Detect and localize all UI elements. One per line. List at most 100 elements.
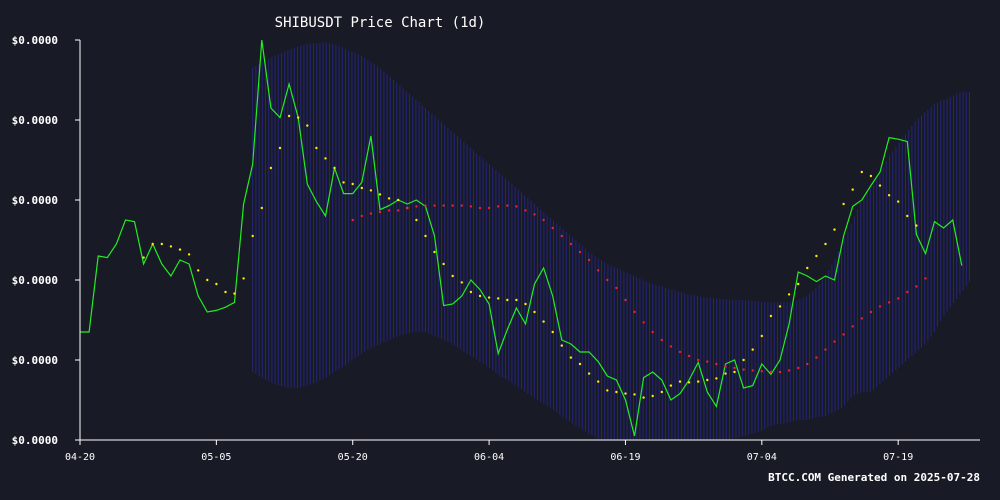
short-ma-point [378, 193, 382, 196]
long-ma-point [878, 305, 882, 308]
x-tick-label: 04-20 [65, 452, 95, 463]
short-ma-point [660, 390, 663, 394]
short-ma-point [760, 334, 763, 338]
long-ma-point [697, 358, 700, 362]
short-ma-point [251, 234, 254, 238]
long-ma-point [769, 370, 773, 374]
long-ma-point [669, 345, 673, 348]
short-moving-average [142, 114, 918, 399]
short-ma-point [169, 245, 173, 248]
x-axis-ticks: 04-20 05-05 05-20 06-04 06-19 07-04 07-19 [65, 440, 913, 463]
long-ma-point [815, 356, 818, 359]
short-ma-point [487, 296, 491, 299]
short-ma-point [397, 198, 400, 202]
long-ma-point [851, 325, 854, 328]
short-ma-point [206, 278, 209, 282]
short-ma-point [769, 314, 773, 318]
long-ma-point [506, 204, 509, 207]
short-ma-point [851, 188, 854, 191]
long-ma-point [542, 218, 545, 222]
short-ma-point [697, 380, 700, 383]
long-ma-point [778, 370, 782, 374]
long-ma-point [397, 209, 400, 212]
short-ma-point [560, 344, 563, 347]
long-ma-point [387, 209, 391, 212]
short-ma-point [342, 181, 345, 184]
short-ma-point [387, 197, 391, 200]
y-tick-label: $0.0000 [12, 354, 58, 367]
short-ma-point [215, 282, 218, 286]
chart-title: SHIBUSDT Price Chart (1d) [275, 15, 486, 31]
short-ma-point [369, 189, 373, 192]
long-ma-point [551, 226, 554, 230]
long-ma-point [806, 362, 809, 366]
volatility-band [252, 42, 970, 440]
short-ma-point [797, 282, 800, 286]
long-ma-point [478, 206, 482, 210]
short-ma-point [860, 170, 863, 174]
long-ma-point [797, 366, 800, 370]
short-ma-point [515, 298, 518, 302]
short-ma-point [687, 381, 691, 384]
long-ma-point [533, 213, 536, 216]
long-ma-point [751, 369, 754, 372]
long-ma-point [787, 369, 791, 372]
short-ma-point [597, 380, 600, 383]
long-ma-point [915, 285, 918, 288]
short-ma-point [778, 305, 782, 308]
long-ma-point [597, 269, 600, 272]
long-ma-point [487, 206, 491, 210]
short-ma-point [306, 124, 309, 127]
y-tick-label: $0.0000 [12, 34, 58, 47]
long-ma-point [715, 362, 718, 366]
short-ma-point [715, 377, 718, 380]
short-ma-point [360, 186, 363, 190]
short-ma-point [424, 234, 427, 238]
long-ma-point [369, 212, 373, 215]
short-ma-point [733, 370, 736, 374]
short-ma-point [569, 356, 573, 359]
short-ma-point [333, 166, 336, 170]
long-ma-point [760, 370, 763, 373]
long-ma-point [569, 242, 573, 246]
x-tick-label: 07-04 [747, 452, 777, 463]
long-ma-point [433, 204, 436, 207]
short-ma-point [478, 294, 482, 298]
long-ma-point [451, 204, 454, 207]
long-ma-point [842, 333, 845, 336]
short-ma-point [351, 182, 354, 186]
short-ma-point [242, 277, 245, 280]
short-ma-point [260, 206, 263, 210]
short-ma-point [460, 281, 463, 284]
short-ma-point [815, 254, 818, 258]
long-ma-point [515, 205, 518, 208]
short-ma-point [524, 302, 527, 306]
short-ma-point [633, 393, 636, 396]
short-ma-point [669, 384, 673, 387]
short-ma-point [724, 372, 727, 375]
y-tick-label: $0.0000 [12, 434, 58, 447]
short-ma-point [287, 114, 291, 118]
short-ma-point [233, 292, 236, 295]
long-ma-point [733, 366, 736, 370]
long-ma-point [678, 350, 682, 354]
short-ma-point [742, 358, 745, 362]
short-ma-point [806, 266, 809, 270]
long-ma-point [897, 297, 900, 300]
long-ma-point [687, 354, 691, 358]
short-ma-point [269, 166, 273, 170]
short-ma-point [469, 290, 473, 294]
short-ma-point [533, 310, 536, 314]
short-ma-point [197, 269, 200, 272]
long-ma-point [906, 290, 909, 294]
short-ma-point [415, 218, 418, 222]
short-ma-point [433, 250, 436, 254]
short-ma-point [315, 146, 318, 150]
short-ma-point [915, 224, 918, 227]
long-ma-point [924, 277, 927, 280]
long-ma-point [424, 204, 427, 207]
long-ma-point [869, 310, 873, 314]
short-ma-point [442, 262, 445, 266]
